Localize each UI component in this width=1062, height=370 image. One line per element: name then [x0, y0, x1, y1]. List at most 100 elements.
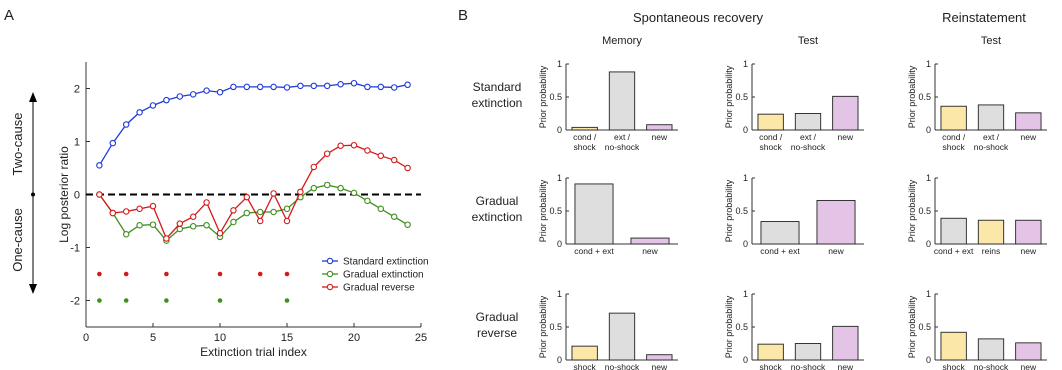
data-point [350, 189, 358, 197]
data-point [122, 208, 130, 215]
data-point [283, 217, 291, 225]
group-title: Spontaneous recovery [633, 10, 764, 25]
y-tick-label: 0.5 [918, 206, 931, 216]
y-tick-label: 0.5 [735, 206, 748, 216]
y-tick-label: 0 [743, 355, 748, 365]
y-tick-label: 0 [74, 190, 80, 202]
line-chart-panel-a: 0 5 10 15 20 25 -2 -1 0 1 2 Extinction trial index L… [10, 62, 429, 359]
y-tick-label: 1 [74, 137, 80, 149]
bar [794, 343, 822, 361]
bar [977, 219, 1005, 245]
bar-category-label: new [828, 246, 844, 256]
x-tick-label: 25 [415, 332, 427, 344]
bar-category-label: no-shock [605, 362, 640, 370]
data-point [136, 205, 143, 213]
data-point [377, 152, 385, 160]
data-point [350, 79, 358, 87]
y-tick-label: 0.5 [735, 92, 748, 102]
data-point [163, 235, 170, 242]
bar-category-label: shock [574, 142, 597, 152]
event-marker [123, 298, 129, 303]
y-tick-label: 0.5 [549, 206, 562, 216]
data-point [323, 150, 331, 157]
event-marker [284, 298, 290, 303]
group-title: Reinstatement [942, 10, 1026, 25]
bar [1015, 342, 1042, 361]
data-point [96, 162, 103, 169]
data-point [96, 191, 103, 198]
bar [832, 95, 859, 131]
bar-category-label: shock [943, 142, 966, 152]
data-point [243, 83, 251, 91]
data-point [122, 231, 130, 238]
bar [940, 331, 967, 361]
bar-category-label: shock [760, 362, 783, 370]
event-marker [164, 271, 169, 277]
bar-category-label: new [652, 132, 668, 142]
bar-category-label: cond + ext [760, 246, 800, 256]
x-tick-label: 20 [348, 332, 360, 344]
data-point [337, 81, 344, 88]
bar-category-label: new [838, 362, 854, 370]
x-tick-label: 0 [83, 332, 89, 344]
data-point [364, 197, 371, 205]
data-point [377, 205, 385, 213]
bar-subplot: 0 0.5 1 Prior probability cond + ext new [724, 173, 864, 256]
bar-subplot: Reinstatement Test 0 0.5 1 Prior probability c… [907, 10, 1047, 152]
data-point [270, 208, 277, 216]
data-point [377, 83, 385, 91]
y-axis-label: Prior probability [724, 179, 734, 242]
bar [940, 105, 967, 131]
data-point [176, 220, 184, 227]
data-point [256, 83, 264, 91]
y-tick-label: 0 [926, 239, 931, 249]
y-tick-label: -1 [70, 243, 80, 255]
bar [757, 113, 784, 131]
data-point [243, 209, 251, 217]
event-marker [217, 298, 223, 303]
bar-category-label: shock [943, 362, 966, 370]
y-tick-label: 1 [743, 289, 748, 299]
data-point [256, 208, 264, 216]
y-tick-label: 1 [743, 173, 748, 183]
data-point [337, 184, 344, 192]
column-title: Memory [602, 35, 642, 47]
bar [760, 221, 800, 245]
row-label: Gradual [476, 194, 519, 208]
data-point [323, 82, 331, 90]
two-cause-label: Two-cause [10, 113, 25, 176]
bar-category-label: cond / [759, 132, 783, 142]
legend-label: Gradual extinction [343, 270, 424, 281]
bar-category-label: ext / [983, 132, 1000, 142]
data-point [256, 217, 264, 225]
data-point [149, 102, 157, 109]
bar-category-label: ext / [614, 132, 631, 142]
data-point [149, 202, 157, 210]
bar-category-label: no-shock [605, 142, 640, 152]
y-tick-label: 0.5 [918, 322, 931, 332]
bar-category-label: no-shock [791, 142, 826, 152]
bar [816, 199, 856, 245]
data-point [310, 184, 318, 192]
data-point [390, 213, 398, 221]
data-point [390, 156, 398, 164]
y-axis-label: Prior probability [907, 179, 917, 242]
data-point [189, 91, 197, 98]
y-tick-label: 0 [557, 355, 562, 365]
legend-marker [326, 257, 334, 265]
column-title: Test [798, 35, 818, 47]
y-tick-label: 1 [926, 173, 931, 183]
bar [977, 104, 1005, 131]
data-point [109, 139, 117, 147]
bar-category-label: no-shock [974, 362, 1009, 370]
y-tick-label: 1 [926, 59, 931, 69]
bar-subplot: 0 0.5 1 Prior probability cond + ext reins new [907, 173, 1047, 256]
data-point [297, 188, 304, 196]
data-point [390, 84, 398, 91]
series-line [98, 82, 408, 166]
bar-category-label: cond + ext [934, 246, 974, 256]
data-point [404, 221, 411, 228]
data-point [189, 213, 197, 221]
bar-category-label: new [838, 132, 854, 142]
